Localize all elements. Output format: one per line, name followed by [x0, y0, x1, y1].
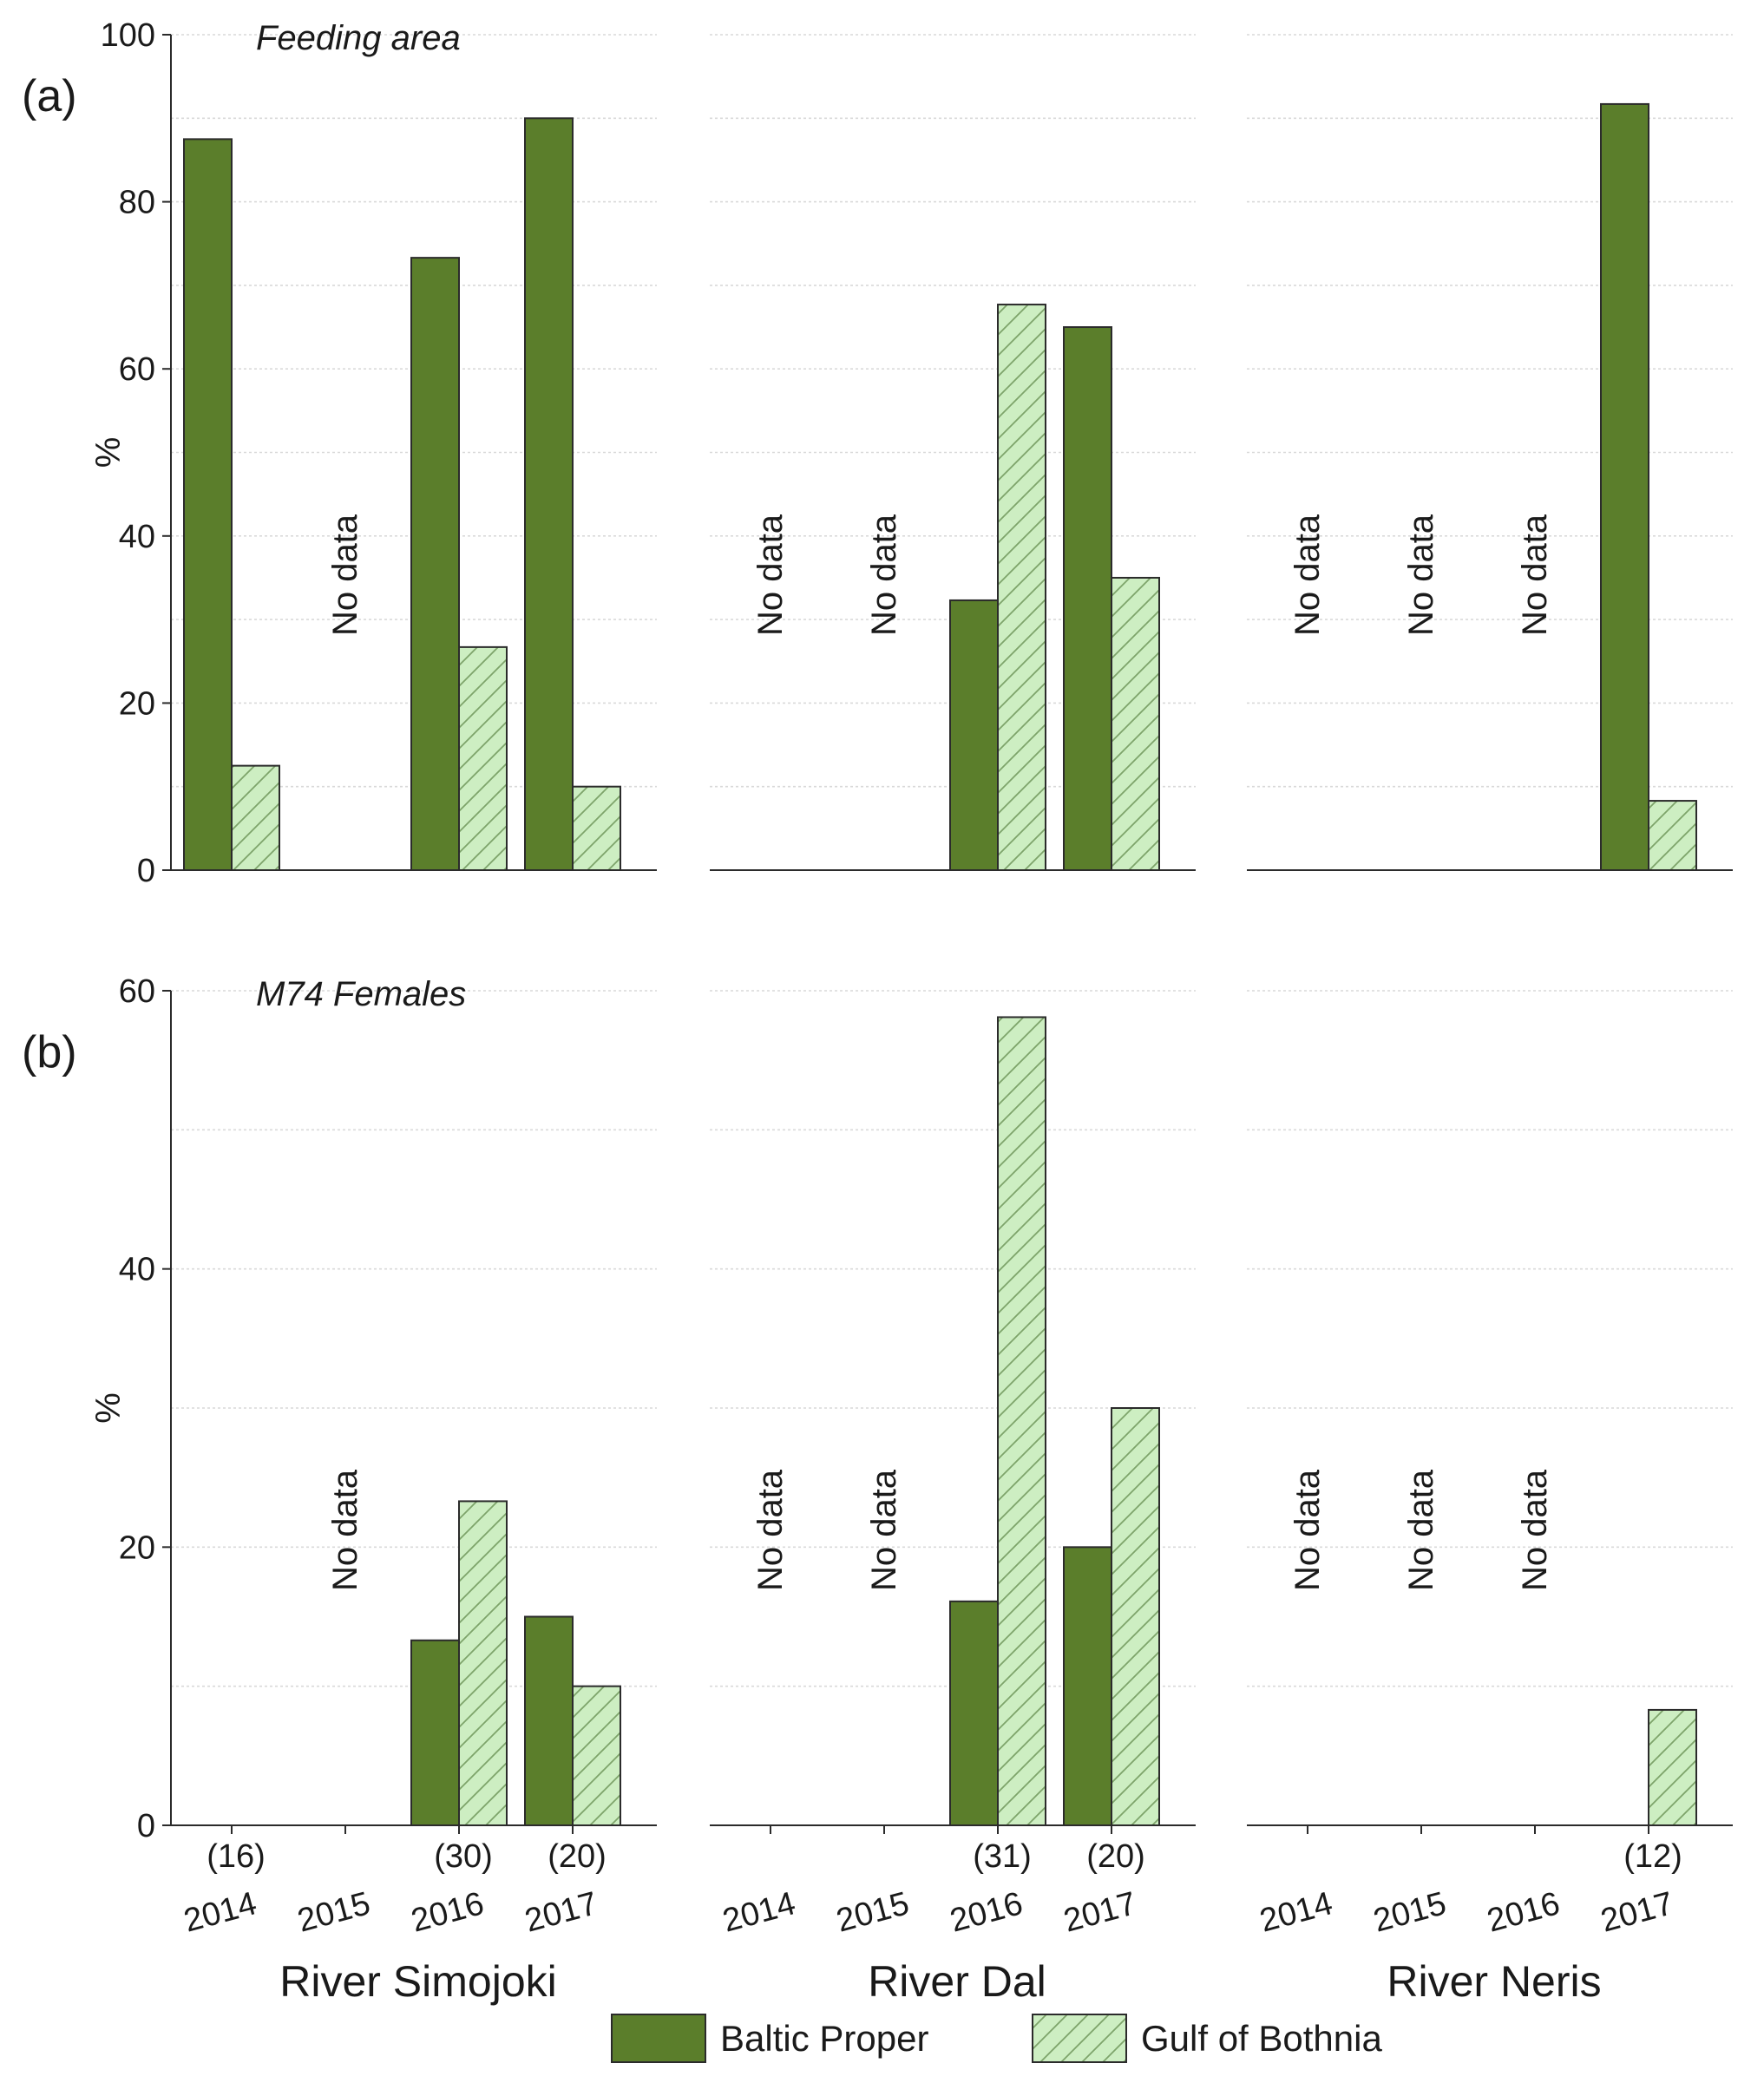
bar-baltic-proper: [949, 599, 999, 871]
no-data-label: No data: [1289, 1469, 1327, 1591]
no-data-label: No data: [865, 1469, 903, 1591]
river-group-2: No data No data No data: [1289, 102, 1697, 871]
bar-gulf-of-bothnia: [1111, 1407, 1160, 1826]
year-tick-label: 2015: [833, 1885, 914, 1939]
no-data-label: No data: [1289, 514, 1327, 636]
y-tick-label: 20: [119, 685, 155, 722]
no-data-label: No data: [1402, 1469, 1440, 1591]
bar-gulf-of-bothnia: [997, 1016, 1046, 1827]
y-tick-label: 20: [119, 1529, 155, 1566]
year-tick-label: 2014: [180, 1885, 261, 1939]
no-data-label: No data: [326, 1469, 364, 1591]
bar-gulf-of-bothnia: [458, 645, 508, 872]
y-axis-label: %: [89, 437, 128, 468]
no-data-label: No data: [751, 1469, 790, 1591]
y-tick-label: 0: [137, 1808, 155, 1844]
bar-gulf-of-bothnia: [1648, 1708, 1697, 1826]
panel-label: (a): [22, 71, 77, 121]
gridlines: [171, 990, 1733, 1687]
year-tick-label: 2015: [1370, 1885, 1451, 1939]
panel-b: 0 20 40 60% (b) M74 Females No data (16) 2014 201…: [22, 973, 1733, 2006]
bar-gulf-of-bothnia: [572, 1685, 621, 1826]
bar-gulf-of-bothnia: [997, 304, 1046, 871]
bar-gulf-of-bothnia: [231, 764, 280, 871]
y-axis-label: %: [89, 1392, 128, 1424]
y-tick-label: 80: [119, 185, 155, 221]
year-tick-label: 2017: [521, 1885, 602, 1939]
bar-gulf-of-bothnia: [458, 1500, 508, 1826]
year-tick-label: 2014: [1256, 1885, 1337, 1939]
legend-swatch-gulf-of-bothnia: [1032, 2014, 1127, 2063]
no-data-label: No data: [326, 514, 364, 636]
year-tick-label: 2017: [1060, 1885, 1141, 1939]
bar-gulf-of-bothnia: [572, 785, 621, 872]
panel-title: M74 Females: [256, 975, 466, 1013]
bar-baltic-proper: [949, 1600, 999, 1826]
y-tick-label: 100: [101, 17, 155, 54]
bar-baltic-proper: [410, 1639, 460, 1827]
bar-baltic-proper: [183, 138, 233, 871]
year-tick-label: 2015: [294, 1885, 375, 1939]
bar-baltic-proper: [1600, 102, 1649, 871]
river-name-label: River Simojoki: [279, 1957, 557, 2006]
no-data-label: No data: [1516, 514, 1554, 636]
y-tick-label: 40: [119, 519, 155, 555]
river-group-1: No data No data 2014 2015 (31) 2016 (20) 2017 Ri…: [719, 1016, 1160, 2006]
river-group-0: No data: [183, 117, 621, 872]
river-group-0: No data (16) 2014 2015 (30) 2016 (20) 2017 River…: [180, 1469, 621, 2006]
sample-size-label: (31): [973, 1838, 1032, 1875]
sample-size-label: (12): [1623, 1838, 1682, 1875]
panel-title: Feeding area: [256, 19, 461, 57]
y-tick-label: 40: [119, 1252, 155, 1288]
legend-label: Gulf of Bothnia: [1141, 2018, 1382, 2059]
bar-gulf-of-bothnia: [1111, 576, 1160, 871]
river-group-1: No data No data: [751, 304, 1160, 871]
bar-baltic-proper: [524, 117, 574, 872]
legend-swatch-baltic-proper: [611, 2014, 706, 2063]
bar-baltic-proper: [1063, 1546, 1112, 1827]
no-data-label: No data: [865, 514, 903, 636]
bar-gulf-of-bothnia: [1648, 800, 1697, 871]
no-data-label: No data: [1402, 514, 1440, 636]
sample-size-label: (20): [1086, 1838, 1145, 1875]
bar-baltic-proper: [524, 1615, 574, 1826]
year-tick-label: 2014: [719, 1885, 800, 1939]
legend: Baltic Proper Gulf of Bothnia: [611, 2014, 1382, 2063]
y-tick-label: 60: [119, 351, 155, 388]
bar-baltic-proper: [1063, 326, 1112, 871]
y-tick-label: 0: [137, 853, 155, 889]
legend-label: Baltic Proper: [720, 2018, 928, 2059]
sample-size-label: (20): [548, 1838, 607, 1875]
year-tick-label: 2016: [947, 1885, 1027, 1939]
no-data-label: No data: [751, 514, 790, 636]
bar-baltic-proper: [410, 257, 460, 872]
year-tick-label: 2016: [1484, 1885, 1564, 1939]
river-name-label: River Neris: [1387, 1957, 1601, 2006]
river-name-label: River Dal: [868, 1957, 1046, 2006]
y-tick-label: 60: [119, 973, 155, 1010]
sample-size-label: (30): [434, 1838, 493, 1875]
panel-label: (b): [22, 1027, 77, 1077]
sample-size-label: (16): [207, 1838, 266, 1875]
no-data-label: No data: [1516, 1469, 1554, 1591]
river-group-2: No data No data No data 2014 2015 2016 (12) 201…: [1256, 1469, 1697, 2006]
year-tick-label: 2017: [1597, 1885, 1678, 1939]
year-tick-label: 2016: [408, 1885, 489, 1939]
